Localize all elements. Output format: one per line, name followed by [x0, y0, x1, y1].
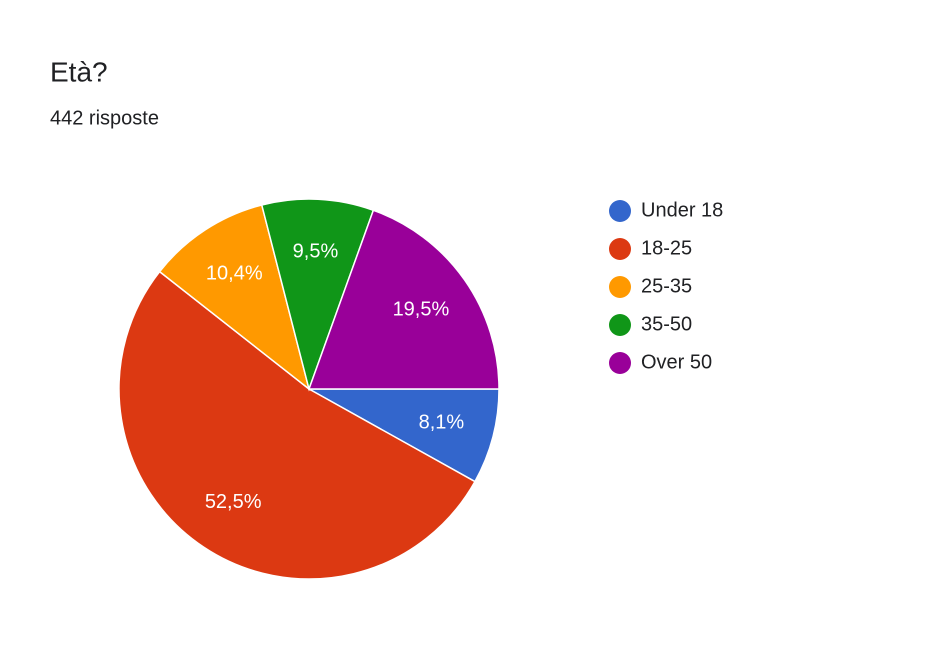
slice-label: 8,1% — [419, 412, 465, 434]
pie-slice — [306, 388, 500, 483]
legend-label: 25-35 — [641, 275, 692, 297]
legend-label: Over 50 — [641, 351, 712, 373]
legend-marker — [609, 200, 631, 222]
slice-label: 9,5% — [293, 241, 339, 263]
pie-slice — [118, 270, 476, 580]
chart-title: Età? — [50, 56, 108, 87]
slice-label: 10,4% — [206, 263, 263, 285]
legend-marker — [609, 238, 631, 260]
pie-slice — [158, 204, 311, 391]
legend-label: 35-50 — [641, 313, 692, 335]
legend-label: Under 18 — [641, 199, 723, 221]
slice-label: 52,5% — [205, 491, 262, 513]
pie-slice — [307, 209, 500, 390]
pie-slice — [260, 198, 375, 392]
legend-marker — [609, 314, 631, 336]
chart-subtitle: 442 risposte — [50, 107, 159, 129]
legend-label: 18-25 — [641, 237, 692, 259]
slice-label: 19,5% — [393, 299, 450, 321]
legend-marker — [609, 276, 631, 298]
legend-marker — [609, 352, 631, 374]
